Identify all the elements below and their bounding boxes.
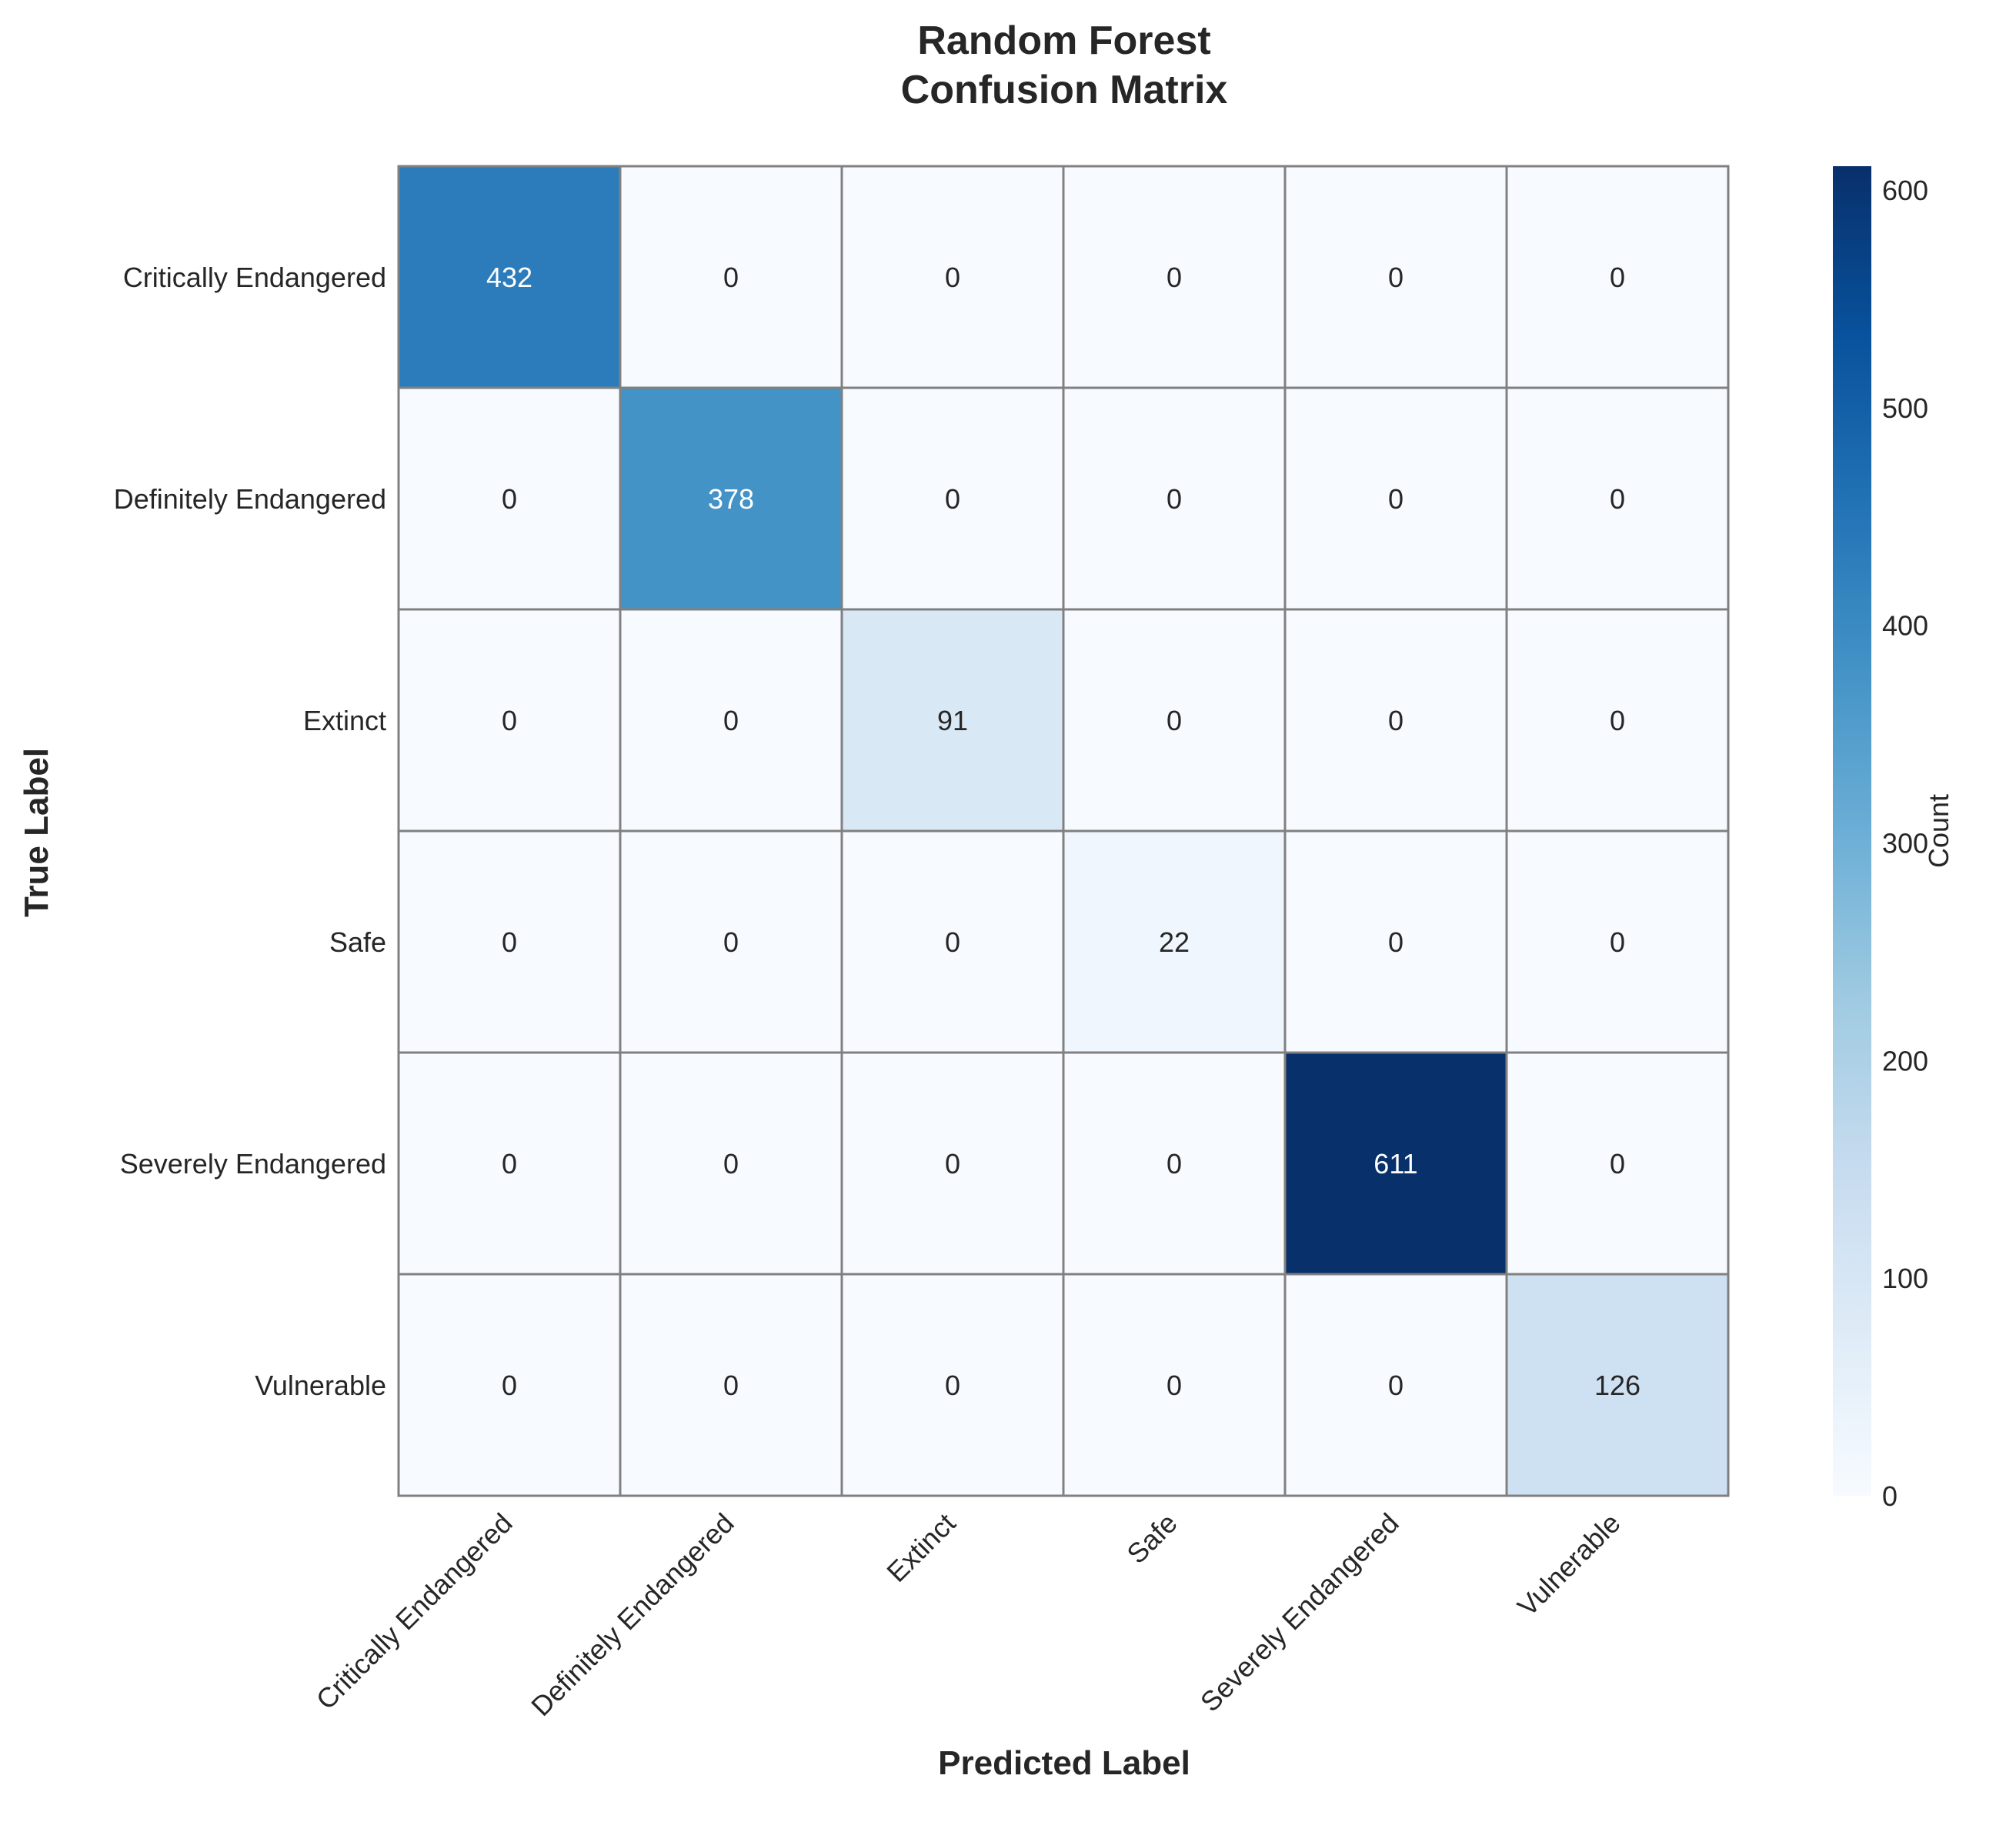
cell-4-4	[1283, 1051, 1508, 1276]
cell-value-5-1: 0	[723, 1370, 739, 1401]
y-tick-label-2: Extinct	[303, 705, 386, 736]
y-tick-label-0: Critically Endangered	[123, 262, 386, 293]
colorbar-tick-2: 200	[1882, 1045, 1928, 1076]
colorbar-tick-4: 400	[1882, 610, 1928, 642]
cell-1-5	[1505, 386, 1730, 611]
cell-value-1-5: 0	[1610, 483, 1625, 515]
cell-value-1-2: 0	[945, 483, 960, 515]
cell-0-5	[1505, 165, 1730, 389]
cell-3-0	[397, 829, 622, 1054]
colorbar-label: Count	[1923, 794, 1954, 868]
cell-value-1-1: 378	[708, 483, 754, 515]
cell-3-5	[1505, 829, 1730, 1054]
cell-2-1	[619, 608, 843, 833]
cell-value-5-2: 0	[945, 1370, 960, 1401]
cell-value-0-5: 0	[1610, 262, 1625, 293]
cell-4-5	[1505, 1051, 1730, 1276]
cell-5-0	[397, 1273, 622, 1497]
cell-2-3	[1062, 608, 1287, 833]
x-tick-label-2: Extinct	[880, 1507, 961, 1588]
cell-value-1-0: 0	[502, 483, 517, 515]
cell-value-3-0: 0	[502, 926, 517, 958]
cell-0-0	[397, 165, 622, 389]
cell-value-2-1: 0	[723, 705, 739, 736]
cell-value-2-2: 91	[937, 705, 968, 736]
cell-4-2	[840, 1051, 1065, 1276]
cell-2-0	[397, 608, 622, 833]
y-tick-label-4: Severely Endangered	[120, 1148, 386, 1180]
cell-value-2-4: 0	[1388, 705, 1404, 736]
colorbar-tick-1: 100	[1882, 1263, 1928, 1294]
x-tick-label-4: Severely Endangered	[1194, 1507, 1405, 1718]
cell-value-3-4: 0	[1388, 926, 1404, 958]
x-tick-label-0: Critically Endangered	[310, 1507, 519, 1716]
cell-value-3-2: 0	[945, 926, 960, 958]
x-axis-label: Predicted Label	[938, 1744, 1190, 1782]
cell-0-2	[840, 165, 1065, 389]
cell-value-0-1: 0	[723, 262, 739, 293]
colorbar-tick-5: 500	[1882, 392, 1928, 424]
cell-value-4-5: 0	[1610, 1148, 1625, 1180]
x-tick-label-5: Vulnerable	[1511, 1507, 1627, 1623]
cell-value-2-0: 0	[502, 705, 517, 736]
cell-value-3-1: 0	[723, 926, 739, 958]
colorbar	[1833, 166, 1871, 1496]
cell-value-0-0: 432	[486, 262, 532, 293]
colorbar-tick-6: 600	[1882, 175, 1928, 206]
cell-value-0-2: 0	[945, 262, 960, 293]
cell-value-2-3: 0	[1167, 705, 1182, 736]
y-tick-label-5: Vulnerable	[255, 1370, 386, 1401]
cell-value-1-3: 0	[1167, 483, 1182, 515]
cell-value-0-4: 0	[1388, 262, 1404, 293]
cell-value-5-3: 0	[1167, 1370, 1182, 1401]
cell-5-3	[1062, 1273, 1287, 1497]
cell-3-1	[619, 829, 843, 1054]
cell-1-3	[1062, 386, 1287, 611]
colorbar-tick-0: 0	[1882, 1480, 1898, 1512]
cell-0-4	[1283, 165, 1508, 389]
colorbar-tick-3: 300	[1882, 828, 1928, 859]
cell-value-1-4: 0	[1388, 483, 1404, 515]
cell-value-0-3: 0	[1167, 262, 1182, 293]
cell-4-0	[397, 1051, 622, 1276]
cell-2-5	[1505, 608, 1730, 833]
cell-3-4	[1283, 829, 1508, 1054]
cell-value-4-4: 611	[1373, 1148, 1417, 1180]
cell-value-2-5: 0	[1610, 705, 1625, 736]
x-tick-label-1: Definitely Endangered	[525, 1507, 739, 1722]
y-axis-label: True Label	[18, 748, 55, 917]
cell-1-1	[619, 386, 843, 611]
heatmap-cells	[397, 165, 1730, 1497]
heatmap-cell-labels: 432 0 0 0 0 0 0 378 0 0 0 0 0 0 91 0 0 0 0 0 0 22 0 0 0 0 0 0 611 0 0 0…	[486, 262, 1641, 1401]
cell-3-2	[840, 829, 1065, 1054]
cell-5-4	[1283, 1273, 1508, 1497]
x-tick-labels: Critically Endangered Definitely Endanger…	[310, 1507, 1627, 1722]
cell-value-4-1: 0	[723, 1148, 739, 1180]
x-tick-label-3: Safe	[1120, 1507, 1183, 1570]
cell-value-5-5: 126	[1594, 1370, 1641, 1401]
cell-value-3-5: 0	[1610, 926, 1625, 958]
cell-0-3	[1062, 165, 1287, 389]
cell-4-3	[1062, 1051, 1287, 1276]
cell-0-1	[619, 165, 843, 389]
y-tick-labels: Critically Endangered Definitely Endanger…	[114, 262, 386, 1401]
y-tick-label-3: Safe	[329, 926, 386, 958]
cell-2-2	[840, 608, 1065, 833]
colorbar-ticks: 0 100 200 300 400 500 600	[1882, 175, 1928, 1512]
chart-title-line-2: Confusion Matrix	[901, 68, 1228, 112]
cell-value-4-0: 0	[502, 1148, 517, 1180]
cell-2-4	[1283, 608, 1508, 833]
cell-value-5-0: 0	[502, 1370, 517, 1401]
y-tick-label-1: Definitely Endangered	[114, 483, 386, 515]
cell-value-3-3: 22	[1159, 926, 1190, 958]
cell-value-5-4: 0	[1388, 1370, 1404, 1401]
cell-value-4-2: 0	[945, 1148, 960, 1180]
cell-3-3	[1062, 829, 1287, 1054]
cell-value-4-3: 0	[1167, 1148, 1182, 1180]
chart-title-line-1: Random Forest	[917, 18, 1210, 63]
cell-5-5	[1505, 1273, 1730, 1497]
